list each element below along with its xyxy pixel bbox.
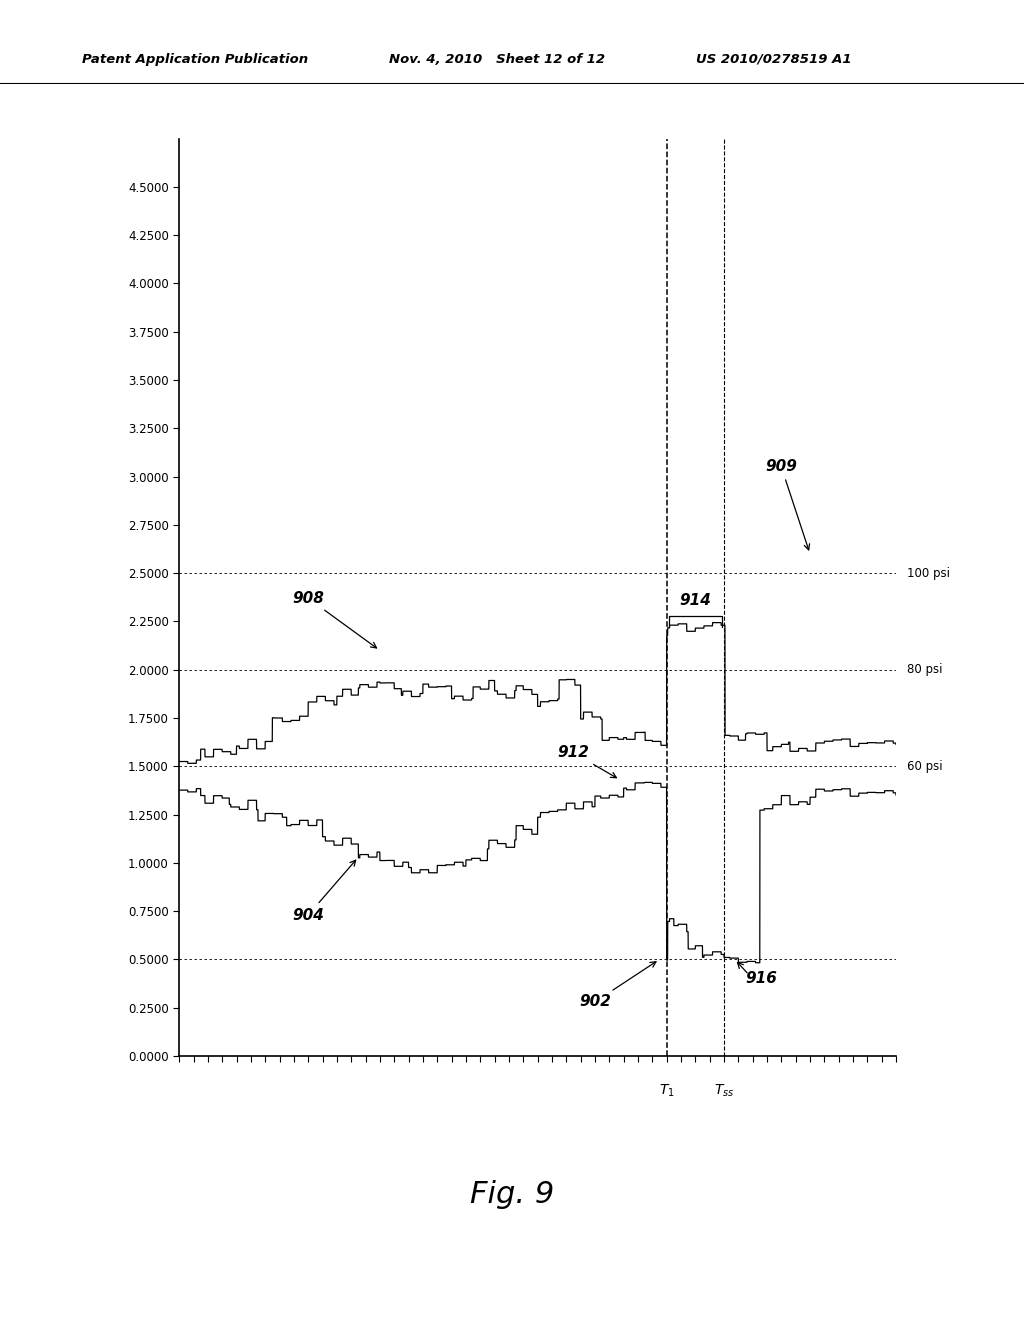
- Text: 60 psi: 60 psi: [907, 760, 942, 772]
- Text: 909: 909: [765, 459, 810, 550]
- Text: Nov. 4, 2010   Sheet 12 of 12: Nov. 4, 2010 Sheet 12 of 12: [389, 53, 605, 66]
- Text: Patent Application Publication: Patent Application Publication: [82, 53, 308, 66]
- Text: $T_{ss}$: $T_{ss}$: [714, 1082, 734, 1100]
- Text: Fig. 9: Fig. 9: [470, 1180, 554, 1209]
- Text: 908: 908: [292, 591, 377, 648]
- Text: 100 psi: 100 psi: [907, 566, 949, 579]
- Text: 912: 912: [557, 746, 616, 777]
- Text: 914: 914: [679, 593, 712, 609]
- Text: US 2010/0278519 A1: US 2010/0278519 A1: [696, 53, 852, 66]
- Text: 916: 916: [745, 972, 777, 986]
- Text: 80 psi: 80 psi: [907, 663, 942, 676]
- Text: 904: 904: [292, 861, 355, 923]
- Text: $T_1$: $T_1$: [658, 1082, 675, 1100]
- Text: 902: 902: [579, 962, 656, 1010]
